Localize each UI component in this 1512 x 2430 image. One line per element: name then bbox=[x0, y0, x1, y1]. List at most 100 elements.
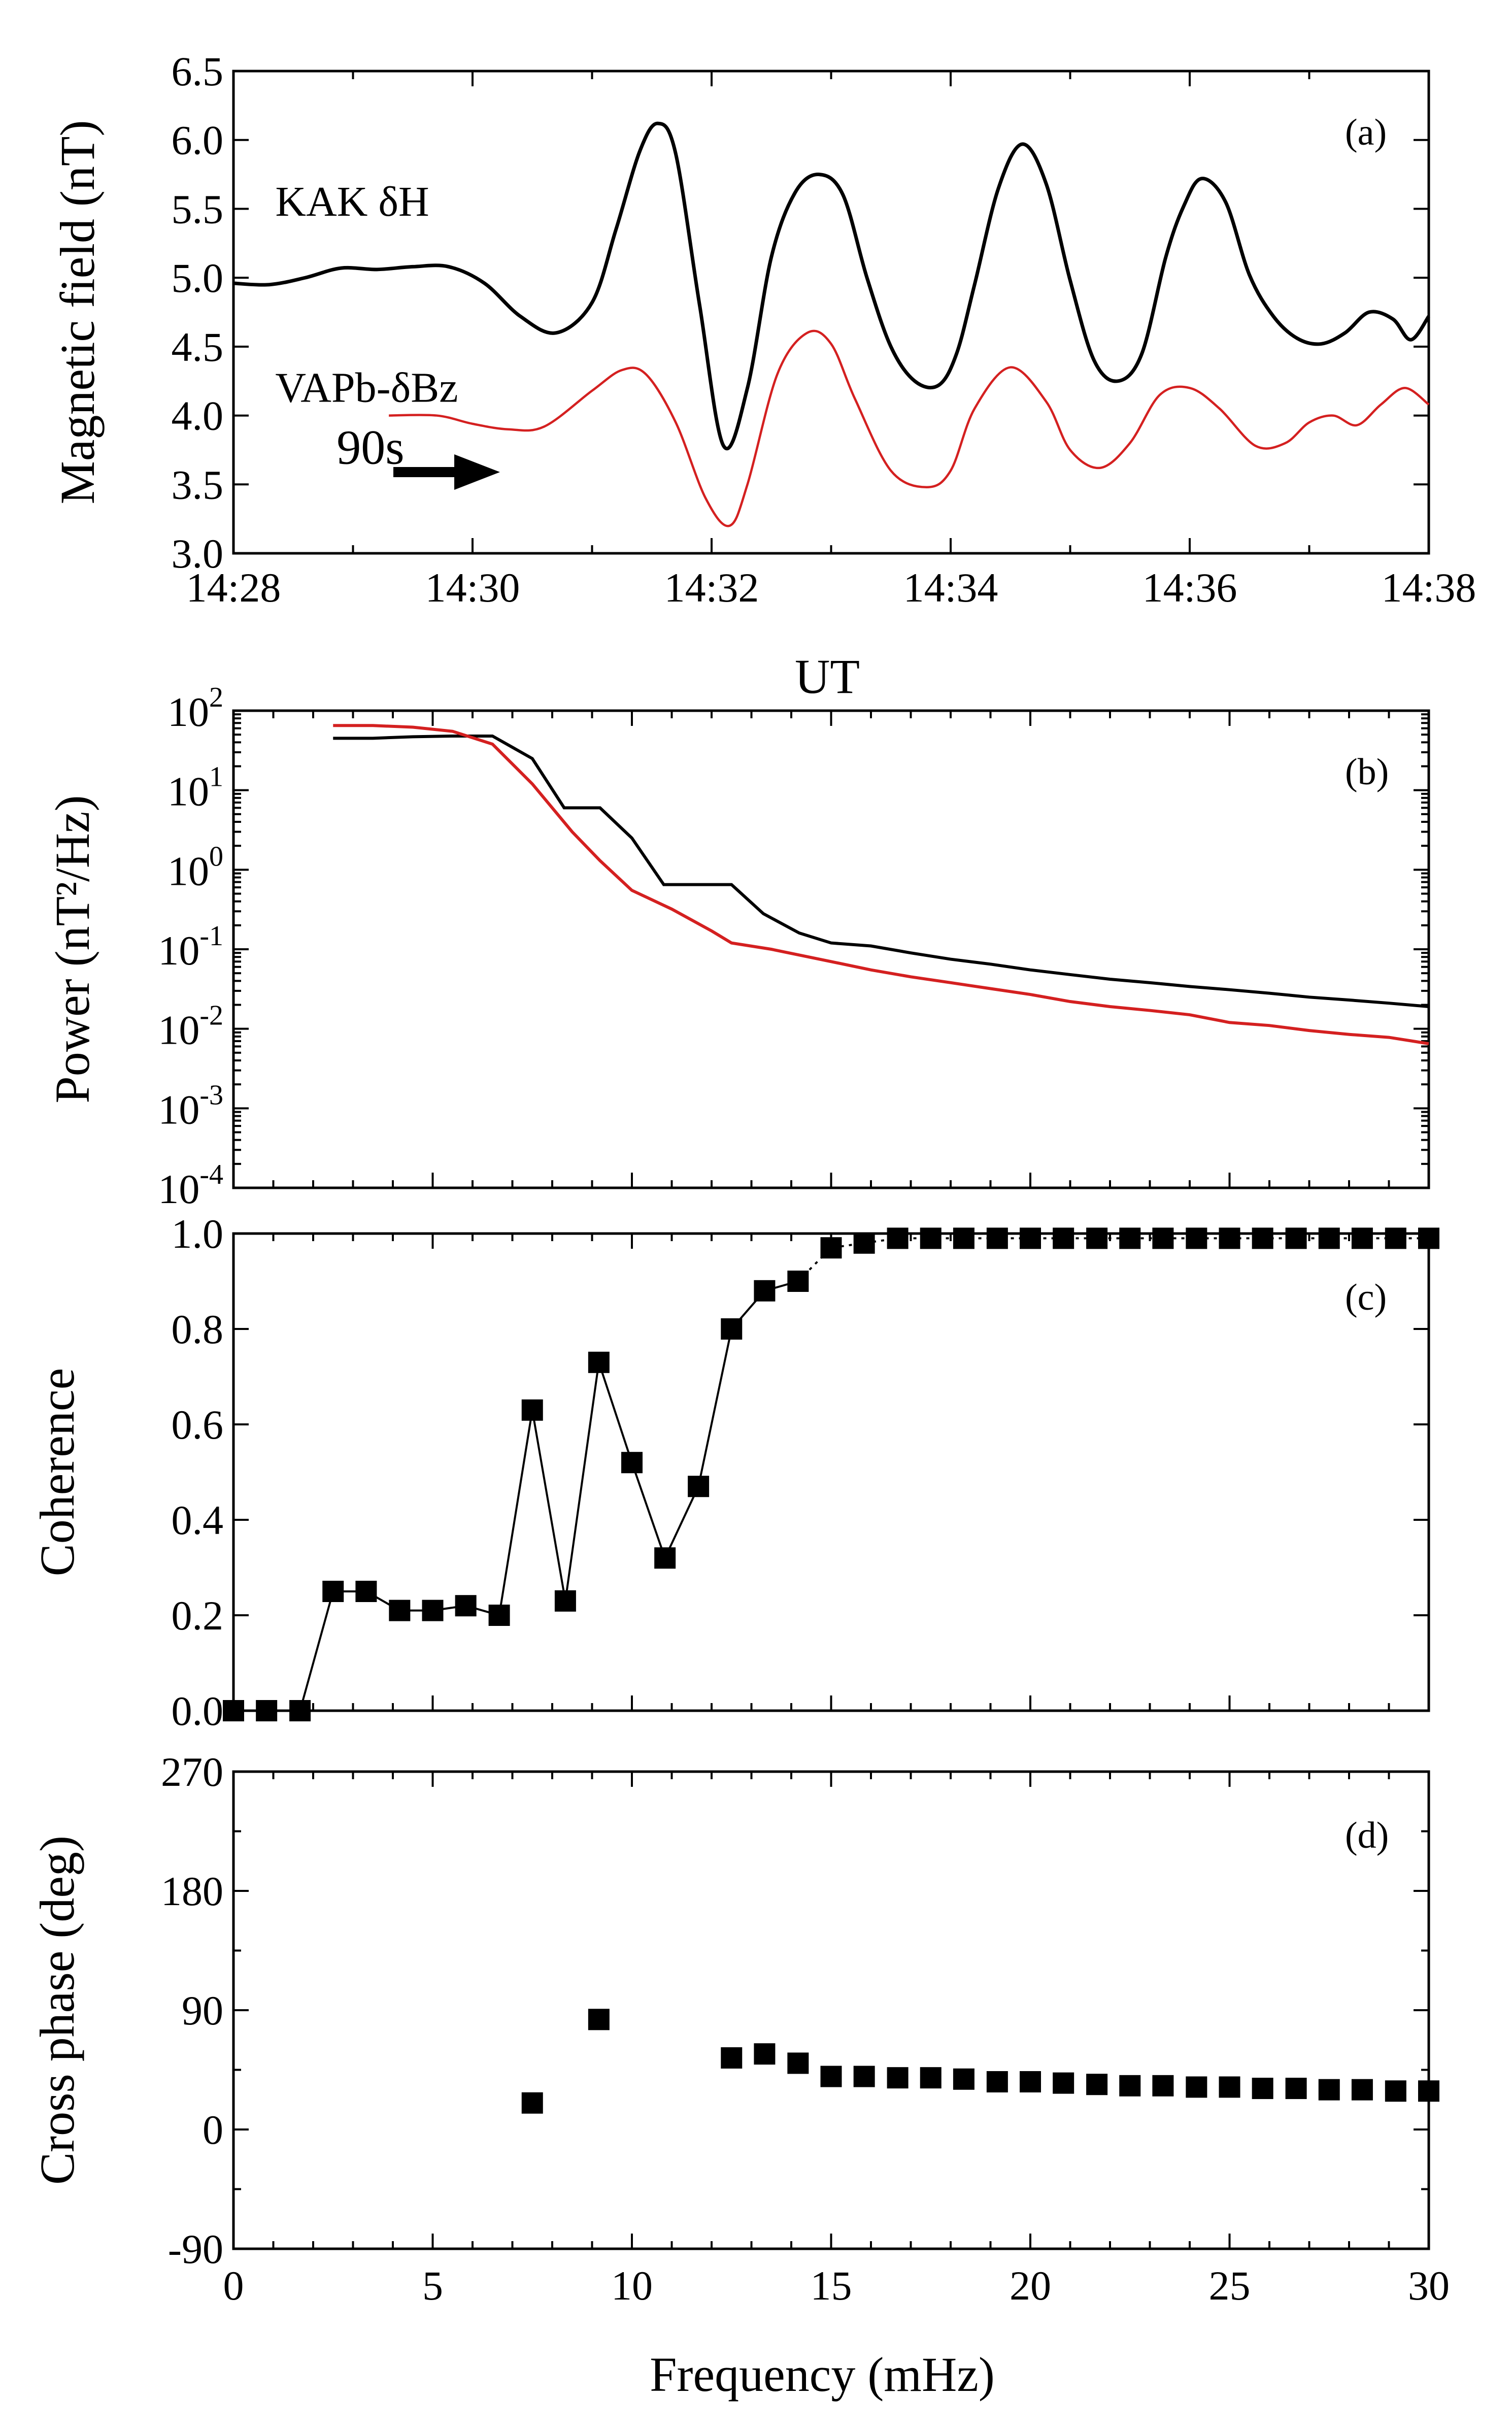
coherence-point bbox=[289, 1700, 311, 1721]
panel-a-xtick-label: 14:32 bbox=[664, 564, 759, 611]
annotation-90s: 90s bbox=[337, 420, 404, 475]
coherence-point bbox=[554, 1590, 576, 1612]
panel-c-ytick-label: 0.0 bbox=[172, 1688, 224, 1734]
cross-phase-point bbox=[1219, 2076, 1240, 2098]
coherence-point bbox=[1086, 1227, 1108, 1249]
coherence-point bbox=[1219, 1227, 1240, 1249]
coherence-point bbox=[986, 1227, 1008, 1249]
cross-phase-point bbox=[1418, 2080, 1439, 2102]
annotation-arrow bbox=[393, 454, 500, 490]
series-line-vapb bbox=[389, 329, 1430, 527]
coherence-point bbox=[953, 1227, 975, 1249]
panel-a-xlabel: UT bbox=[795, 649, 860, 704]
coherence-point bbox=[1152, 1227, 1174, 1249]
panel-d-xtick-label: 5 bbox=[422, 2262, 443, 2309]
power-line-vapb bbox=[333, 724, 1429, 1045]
coherence-point bbox=[820, 1237, 842, 1259]
coherence-point bbox=[521, 1399, 543, 1421]
panel-a-ytick-label: 3.0 bbox=[172, 530, 224, 577]
cross-phase-point bbox=[1119, 2075, 1141, 2096]
panel-b-ytick-label: 10-3 bbox=[158, 1079, 223, 1133]
cross-phase-point bbox=[1086, 2074, 1108, 2095]
panel-a-ytick-label: 6.0 bbox=[172, 117, 224, 163]
coherence-point bbox=[1020, 1227, 1041, 1249]
panel-a-ytick-label: 3.5 bbox=[172, 461, 224, 508]
panel-c-ytick-label: 0.4 bbox=[172, 1497, 224, 1543]
panel-d-ytick-label: 0 bbox=[203, 2107, 223, 2153]
coherence-point bbox=[223, 1700, 244, 1721]
coherence-point bbox=[1418, 1227, 1439, 1249]
panel-a-xtick-label: 14:34 bbox=[903, 564, 998, 611]
coherence-point bbox=[256, 1700, 278, 1721]
coherence-point bbox=[621, 1452, 643, 1474]
panel-a-ytick-label: 5.0 bbox=[172, 255, 224, 301]
cross-phase-point bbox=[588, 2009, 610, 2030]
cross-phase-point bbox=[1318, 2079, 1340, 2101]
panel-d-xtick-label: 25 bbox=[1209, 2262, 1251, 2309]
panel-c-ytick-label: 0.6 bbox=[172, 1402, 224, 1448]
panel-d-label: (d) bbox=[1345, 1815, 1389, 1856]
panel-d-xtick-label: 15 bbox=[811, 2262, 852, 2309]
coherence-point bbox=[1186, 1227, 1207, 1249]
panel-d-ytick-label: -90 bbox=[168, 2226, 223, 2272]
coherence-point bbox=[688, 1476, 710, 1497]
coherence-point bbox=[389, 1600, 411, 1621]
coherence-point bbox=[488, 1605, 510, 1626]
coherence-point bbox=[422, 1600, 444, 1621]
panel-d-xtick-label: 20 bbox=[1010, 2262, 1051, 2309]
coherence-point bbox=[1119, 1227, 1141, 1249]
cross-phase-point bbox=[1020, 2071, 1041, 2092]
panel-b-label: (b) bbox=[1345, 751, 1389, 793]
coherence-point bbox=[721, 1318, 743, 1340]
cross-phase-point bbox=[1053, 2072, 1074, 2094]
cross-phase-point bbox=[986, 2071, 1008, 2092]
panel-b-ylabel: Power (nT²/Hz) bbox=[45, 795, 99, 1103]
panel-c-label: (c) bbox=[1345, 1277, 1387, 1318]
panel-a-ytick-label: 4.5 bbox=[172, 324, 224, 370]
cross-phase-point bbox=[521, 2092, 543, 2114]
panel-d-ytick-label: 270 bbox=[161, 1749, 223, 1795]
cross-phase-point bbox=[1252, 2078, 1273, 2100]
series-label-vapb: VAPb-δBz bbox=[275, 364, 458, 411]
cross-phase-point bbox=[1385, 2080, 1406, 2102]
panel-a-ytick-label: 5.5 bbox=[172, 186, 224, 232]
panel-d-ytick-label: 180 bbox=[161, 1868, 223, 1914]
series-label-kak: KAK δH bbox=[275, 178, 429, 225]
coherence-point bbox=[853, 1232, 875, 1254]
series-line-kak bbox=[233, 121, 1430, 451]
coherence-point bbox=[588, 1351, 610, 1373]
panel-d-xtick-label: 10 bbox=[611, 2262, 653, 2309]
coherence-point bbox=[1351, 1227, 1373, 1249]
coherence-point bbox=[1285, 1227, 1307, 1249]
cross-phase-point bbox=[1152, 2075, 1174, 2096]
panel-a-label: (a) bbox=[1345, 112, 1387, 153]
cross-phase-point bbox=[1186, 2076, 1207, 2098]
coherence-point bbox=[1252, 1227, 1273, 1249]
coherence-point bbox=[754, 1280, 776, 1302]
coherence-point bbox=[787, 1271, 809, 1292]
cross-phase-point bbox=[853, 2066, 875, 2087]
coherence-point bbox=[1053, 1227, 1074, 1249]
coherence-point bbox=[355, 1581, 377, 1602]
coherence-point bbox=[1385, 1227, 1406, 1249]
cross-phase-point bbox=[820, 2066, 842, 2087]
cross-phase-point bbox=[1351, 2079, 1373, 2101]
cross-phase-point bbox=[754, 2043, 776, 2065]
cross-phase-point bbox=[920, 2067, 942, 2089]
coherence-line bbox=[233, 1280, 798, 1712]
panel-c-ytick-label: 0.8 bbox=[172, 1306, 224, 1352]
cross-phase-point bbox=[787, 2052, 809, 2074]
panel-a-xtick-label: 14:36 bbox=[1143, 564, 1237, 611]
panel-c: 0.0 0.2 0.4 0.6 0.8 1.0 (c) Coherence bbox=[30, 1211, 1439, 1734]
panel-d-ylabel: Cross phase (deg) bbox=[30, 1836, 84, 2185]
panel-a-xtick-label: 14:30 bbox=[425, 564, 520, 611]
power-line-kak bbox=[333, 734, 1429, 1008]
coherence-point bbox=[322, 1581, 344, 1602]
panel-d-xtick-label: 0 bbox=[223, 2262, 244, 2309]
coherence-point bbox=[920, 1227, 942, 1249]
coherence-point bbox=[455, 1595, 477, 1617]
